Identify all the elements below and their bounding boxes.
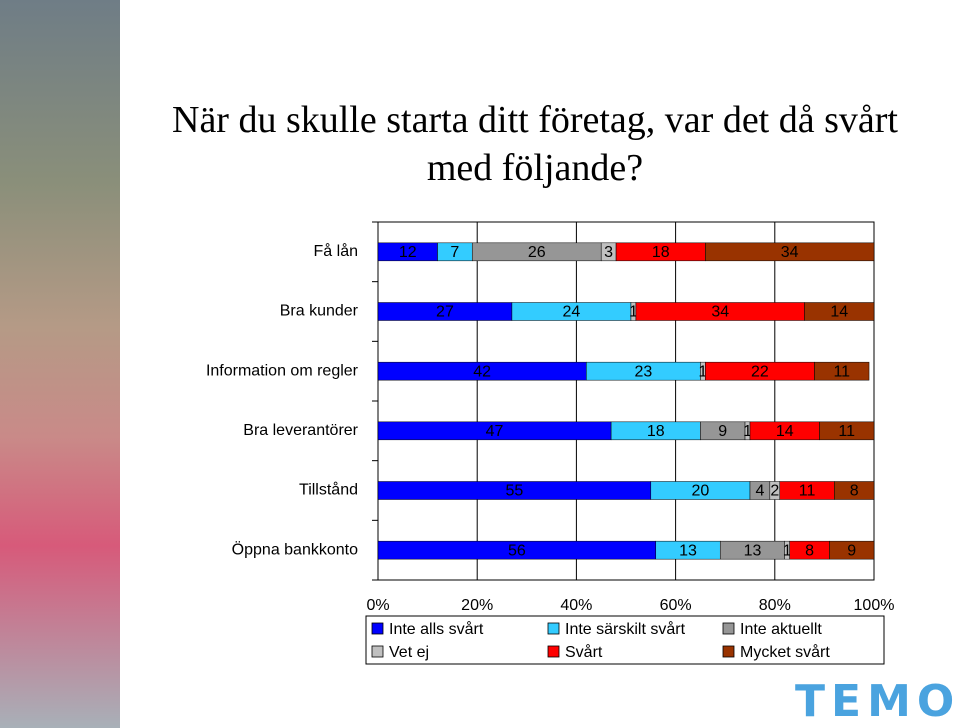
data-label: 12	[399, 244, 417, 261]
data-label: 18	[647, 423, 665, 440]
data-label: 13	[744, 542, 762, 559]
data-label: 26	[528, 244, 546, 261]
bar-segment	[834, 481, 875, 500]
data-label: 8	[850, 483, 859, 500]
y-tick-label: Information om regler	[206, 362, 359, 379]
y-tick-label: Bra kunder	[280, 303, 359, 320]
data-label: 14	[830, 304, 848, 321]
data-label: 14	[776, 423, 794, 440]
legend-label: Inte aktuellt	[740, 621, 822, 638]
data-label: 2	[770, 483, 779, 500]
data-label: 1	[698, 363, 707, 380]
data-label: 11	[799, 483, 816, 500]
legend-label: Inte alls svårt	[389, 620, 484, 638]
data-label: 1	[743, 423, 752, 440]
bar-segment	[705, 242, 875, 262]
x-tick-label: 0%	[366, 597, 389, 614]
y-tick-label: Bra leverantörer	[243, 422, 358, 439]
x-tick-label: 80%	[759, 597, 791, 614]
legend-label: Inte särskilt svårt	[565, 620, 686, 638]
data-label: 9	[718, 423, 727, 440]
data-label: 4	[755, 483, 764, 500]
data-label: 11	[833, 363, 850, 380]
data-label: 1	[783, 542, 792, 559]
x-tick-label: 40%	[560, 597, 592, 614]
legend-label: Svårt	[565, 643, 603, 661]
x-tick-label: 100%	[854, 597, 895, 614]
legend-swatch	[371, 622, 384, 635]
data-label: 34	[711, 304, 729, 321]
chart-title: När du skulle starta ditt företag, var d…	[172, 99, 898, 189]
data-label: 8	[805, 542, 814, 559]
data-label: 20	[692, 483, 710, 500]
legend-box	[365, 615, 885, 665]
data-label: 47	[486, 423, 504, 440]
data-label: 55	[506, 483, 524, 500]
data-label: 56	[508, 542, 526, 559]
photo	[0, 0, 120, 728]
x-tick-label: 60%	[660, 597, 692, 614]
logo: TEMO	[795, 676, 960, 727]
x-tick-label: 20%	[461, 597, 493, 614]
legend-swatch	[371, 645, 384, 658]
data-label: 3	[604, 244, 613, 261]
data-label: 18	[652, 244, 670, 261]
y-tick-label: Öppna bankkonto	[232, 540, 358, 558]
bar-segment	[814, 361, 870, 381]
data-label: 24	[563, 304, 581, 321]
data-label: 23	[634, 363, 652, 380]
legend-swatch	[722, 645, 735, 658]
data-label: 9	[847, 542, 856, 559]
legend-swatch	[722, 622, 735, 635]
legend-swatch	[547, 645, 560, 658]
legend-label: Vet ej	[389, 644, 429, 661]
legend-label: Mycket svårt	[740, 643, 830, 661]
data-label: 1	[629, 304, 638, 321]
plot-area	[377, 221, 875, 581]
data-label: 7	[450, 244, 459, 261]
data-label: 42	[473, 363, 491, 380]
bar-segment	[804, 302, 875, 321]
data-label: 22	[751, 363, 769, 380]
legend-swatch	[547, 622, 560, 635]
y-tick-label: Tillstånd	[299, 481, 358, 499]
y-tick-label: Få lån	[314, 242, 358, 260]
data-label: 27	[436, 304, 454, 321]
bar-segment	[829, 540, 875, 560]
data-label: 34	[781, 244, 799, 261]
bar-segment	[819, 421, 875, 441]
data-label: 11	[838, 423, 855, 440]
data-label: 13	[679, 542, 697, 559]
